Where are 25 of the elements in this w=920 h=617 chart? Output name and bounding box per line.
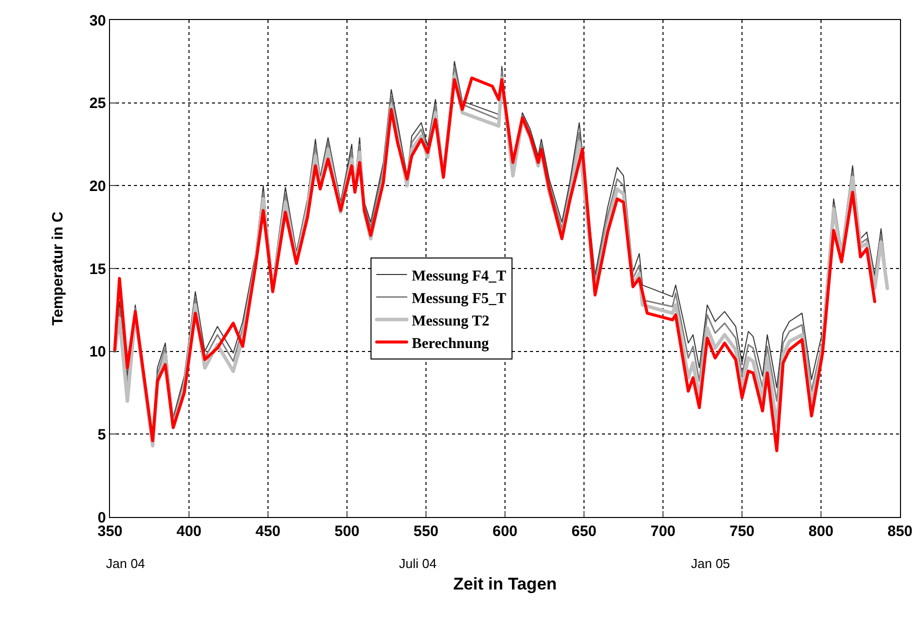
x-tick-label: 750: [729, 523, 755, 540]
text: Jan 05: [691, 556, 730, 571]
legend-label: Berechnung: [412, 336, 490, 352]
legend-label: Messung F5_T: [412, 290, 506, 307]
x-tick-label: 500: [334, 523, 360, 540]
x-tick-label: 700: [650, 523, 676, 540]
text: Juli 04: [399, 556, 437, 571]
x-axis-title: Zeit in Tagen: [453, 574, 557, 594]
y-tick-label: 20: [89, 178, 106, 195]
x-tick-label: 650: [571, 523, 597, 540]
x-tick-label: 600: [492, 523, 518, 540]
legend-label: Messung F4_T: [412, 268, 506, 284]
y-tick-label: 15: [89, 260, 106, 278]
x-tick-label: 550: [413, 523, 439, 540]
x-tick-label: 850: [887, 523, 913, 540]
x-tick-label: 800: [808, 523, 834, 540]
y-tick-label: 25: [89, 95, 106, 112]
text: Jan 04: [106, 556, 146, 571]
y-tick-label: 5: [98, 426, 106, 444]
y-tick-label: 10: [89, 344, 106, 361]
y-tick-label: 30: [89, 12, 106, 30]
legend-label: Messung T2: [412, 313, 490, 330]
y-axis-title: Temperatur in C: [50, 211, 67, 326]
x-tick-label: 450: [255, 523, 281, 540]
x-tick-label: 400: [176, 523, 202, 540]
